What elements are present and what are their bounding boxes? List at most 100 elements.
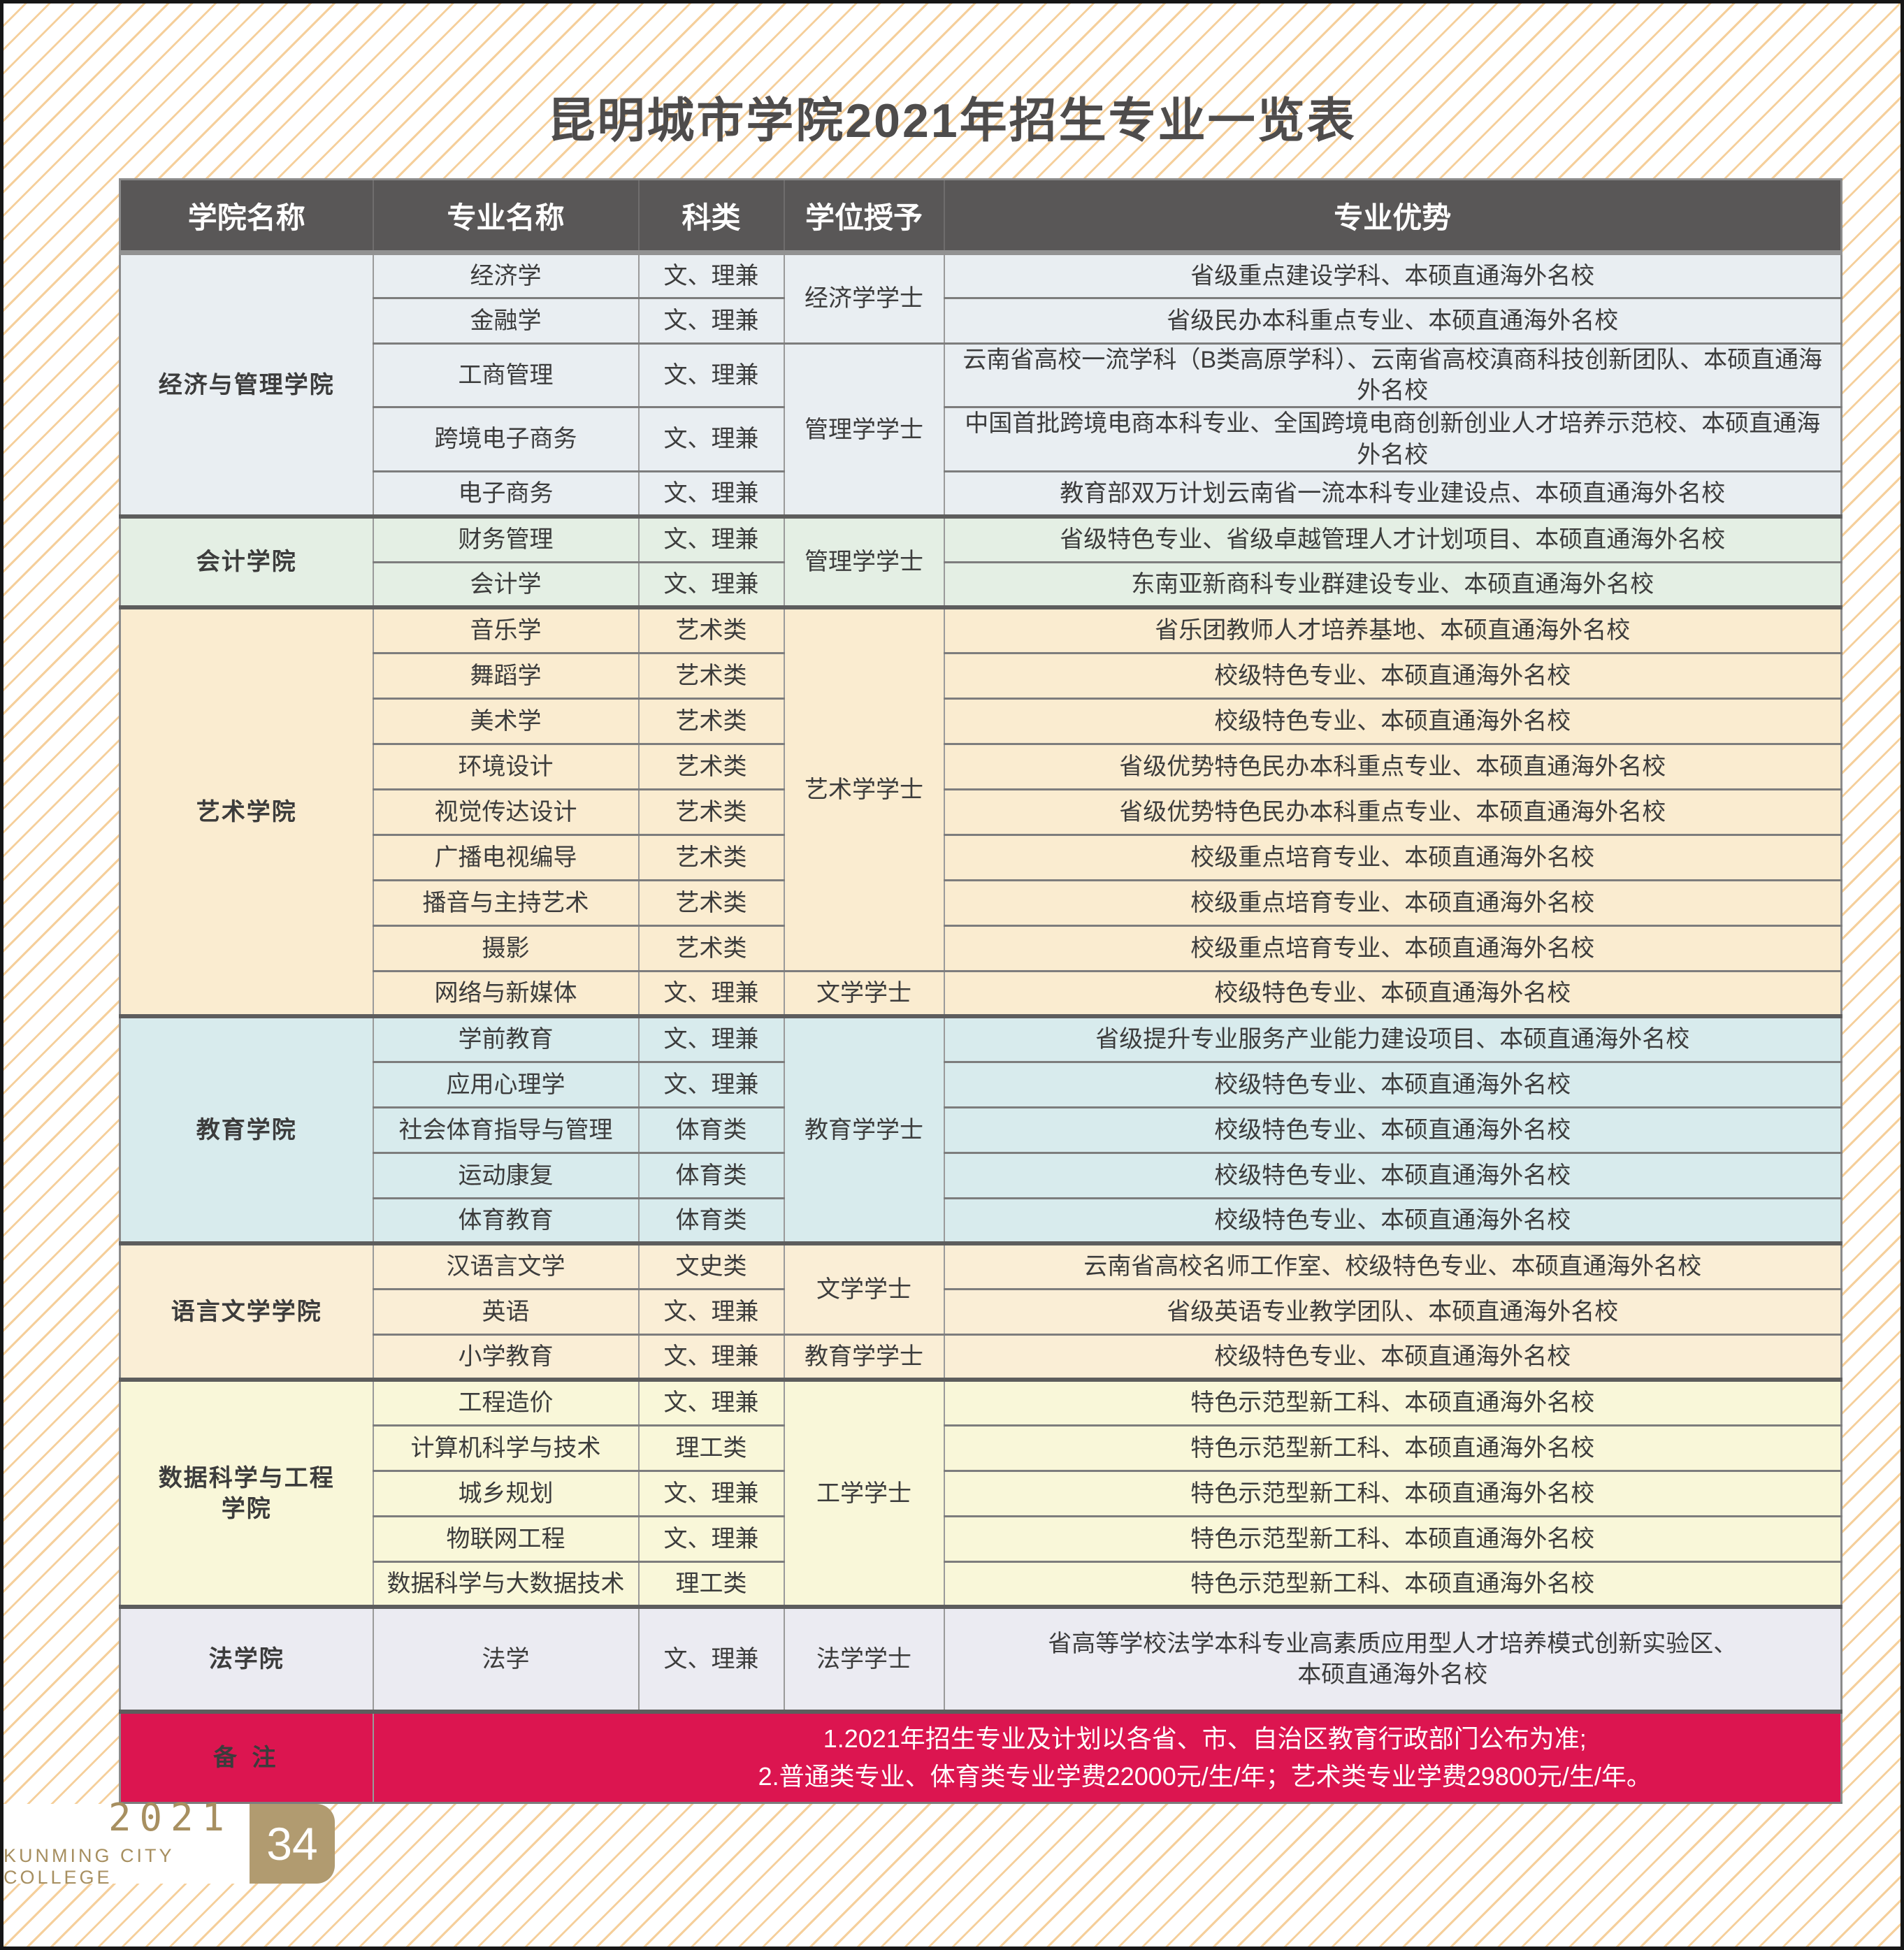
note-text-cell: 1.2021年招生专业及计划以各省、市、自治区教育行政部门公布为准; 2.普通类… xyxy=(372,1710,1842,1804)
advantage-cell: 特色示范型新工科、本硕直通海外名校 xyxy=(943,1560,1842,1608)
category-cell: 艺术类 xyxy=(637,651,785,700)
major-cell: 摄影 xyxy=(372,924,640,972)
advantage-cell: 校级特色专业、本硕直通海外名校 xyxy=(943,1333,1842,1381)
advantage-cell: 校级特色专业、本硕直通海外名校 xyxy=(943,1106,1842,1154)
category-cell: 艺术类 xyxy=(637,833,785,881)
column-header-major: 专业名称 xyxy=(372,179,639,255)
major-cell: 运动康复 xyxy=(372,1151,640,1199)
degree-cell: 教育学学士 xyxy=(783,1333,945,1381)
major-cell: 英语 xyxy=(372,1287,640,1336)
category-cell: 体育类 xyxy=(637,1197,785,1245)
major-cell: 播音与主持艺术 xyxy=(372,879,640,927)
advantage-cell: 校级特色专业、本硕直通海外名校 xyxy=(943,1197,1842,1245)
footer-college-name: KUNMING CITY COLLEGE xyxy=(3,1845,175,1888)
advantage-cell: 校级特色专业、本硕直通海外名校 xyxy=(943,1151,1842,1199)
advantage-cell: 东南亚新商科专业群建设专业、本硕直通海外名校 xyxy=(943,561,1842,609)
advantage-cell: 中国首批跨境电商本科专业、全国跨境电商创新创业人才培养示范校、本硕直通海外名校 xyxy=(943,406,1842,472)
major-cell: 汉语言文学 xyxy=(372,1241,640,1290)
footer-year: 2021 xyxy=(108,1796,233,1840)
note-label-cell: 备 注 xyxy=(119,1710,374,1804)
category-cell: 理工类 xyxy=(637,1424,785,1472)
category-cell: 文、理兼 xyxy=(637,1469,785,1517)
table-row: 计算机科学与技术 理工类 特色示范型新工科、本硕直通海外名校 xyxy=(120,1424,1842,1472)
table-header-row: 学院名称 专业名称 科类 学位授予 专业优势 xyxy=(120,179,1842,255)
advantage-cell: 校级特色专业、本硕直通海外名校 xyxy=(943,651,1842,700)
major-cell: 舞蹈学 xyxy=(372,651,640,700)
table-row: 物联网工程 文、理兼 特色示范型新工科、本硕直通海外名校 xyxy=(120,1515,1842,1563)
table-row: 经济与管理学院 经济学 文、理兼 经济学学士 省级重点建设学科、本硕直通海外名校 xyxy=(119,250,1842,518)
column-header-college: 学院名称 xyxy=(120,179,373,255)
major-cell: 工商管理 xyxy=(372,342,640,409)
table-row: 广播电视编导 艺术类 校级重点培育专业、本硕直通海外名校 xyxy=(120,833,1842,881)
advantage-cell: 云南省高校名师工作室、校级特色专业、本硕直通海外名校 xyxy=(943,1241,1842,1290)
category-cell: 文、理兼 xyxy=(637,1287,785,1336)
category-cell: 文、理兼 xyxy=(637,1060,785,1108)
advantage-cell: 校级重点培育专业、本硕直通海外名校 xyxy=(943,879,1842,927)
table-row: 小学教育 文、理兼 教育学学士 校级特色专业、本硕直通海外名校 xyxy=(120,1333,1842,1381)
college-name-cell: 会计学院 xyxy=(119,514,374,609)
category-cell: 艺术类 xyxy=(637,742,785,790)
degree-cell: 法学学士 xyxy=(783,1605,945,1713)
page-number: 34 xyxy=(266,1818,318,1870)
category-cell: 文、理兼 xyxy=(637,250,785,299)
category-cell: 艺术类 xyxy=(637,605,785,654)
table-row: 网络与新媒体 文、理兼 文学学士 校级特色专业、本硕直通海外名校 xyxy=(120,969,1842,1018)
degree-cell: 教育学学士 xyxy=(783,1014,945,1245)
advantage-cell: 省级提升专业服务产业能力建设项目、本硕直通海外名校 xyxy=(943,1014,1842,1063)
major-cell: 金融学 xyxy=(372,297,640,345)
category-cell: 文、理兼 xyxy=(637,297,785,345)
table-row: 视觉传达设计 艺术类 省级优势特色民办本科重点专业、本硕直通海外名校 xyxy=(120,788,1842,836)
table-row: 会计学 文、理兼 东南亚新商科专业群建设专业、本硕直通海外名校 xyxy=(120,561,1842,609)
table-row: 社会体育指导与管理 体育类 校级特色专业、本硕直通海外名校 xyxy=(120,1106,1842,1154)
major-cell: 环境设计 xyxy=(372,742,640,790)
table-row: 运动康复 体育类 校级特色专业、本硕直通海外名校 xyxy=(120,1151,1842,1199)
college-name-cell: 教育学院 xyxy=(119,1014,374,1245)
major-cell: 电子商务 xyxy=(372,470,640,518)
major-cell: 财务管理 xyxy=(372,514,640,563)
advantage-cell: 省乐团教师人才培养基地、本硕直通海外名校 xyxy=(943,605,1842,654)
college-name-cell: 艺术学院 xyxy=(119,605,374,1018)
table-row: 电子商务 文、理兼 教育部双万计划云南省一流本科专业建设点、本硕直通海外名校 xyxy=(120,470,1842,518)
category-cell: 理工类 xyxy=(637,1560,785,1608)
table-row: 环境设计 艺术类 省级优势特色民办本科重点专业、本硕直通海外名校 xyxy=(120,742,1842,790)
table-row: 艺术学院 音乐学 艺术类 艺术学学士 省乐团教师人才培养基地、本硕直通海外名校 xyxy=(119,605,1842,1018)
advantage-cell: 校级重点培育专业、本硕直通海外名校 xyxy=(943,833,1842,881)
table-row: 数据科学与工程 学院 工程造价 文、理兼 工学学士 特色示范型新工科、本硕直通海外名校 xyxy=(119,1378,1842,1608)
category-cell: 文、理兼 xyxy=(637,1014,785,1063)
degree-cell: 管理学学士 xyxy=(783,342,945,518)
category-cell: 艺术类 xyxy=(637,697,785,745)
advantage-cell: 教育部双万计划云南省一流本科专业建设点、本硕直通海外名校 xyxy=(943,470,1842,518)
advantage-cell: 省级优势特色民办本科重点专业、本硕直通海外名校 xyxy=(943,742,1842,790)
column-header-advantage: 专业优势 xyxy=(943,179,1842,255)
note-line: 1.2021年招生专业及计划以各省、市、自治区教育行政部门公布为准; xyxy=(823,1724,1587,1753)
table-row: 法学院 法学 文、理兼 法学学士 省高等学校法学本科专业高素质应用型人才培养模式创新实验… xyxy=(119,1605,1842,1713)
major-cell: 法学 xyxy=(372,1605,640,1713)
category-cell: 艺术类 xyxy=(637,924,785,972)
degree-cell: 管理学学士 xyxy=(783,514,945,609)
table-row: 工商管理 文、理兼 管理学学士 云南省高校一流学科（B类高原学科）、云南省高校滇商科技… xyxy=(120,342,1842,518)
table-row: 数据科学与大数据技术 理工类 特色示范型新工科、本硕直通海外名校 xyxy=(120,1560,1842,1608)
table-row: 摄影 艺术类 校级重点培育专业、本硕直通海外名校 xyxy=(120,924,1842,972)
major-cell: 跨境电子商务 xyxy=(372,406,640,472)
category-cell: 体育类 xyxy=(637,1151,785,1199)
table-row: 金融学 文、理兼 省级民办本科重点专业、本硕直通海外名校 xyxy=(120,297,1842,345)
degree-cell: 文学学士 xyxy=(783,1241,945,1336)
advantage-cell: 特色示范型新工科、本硕直通海外名校 xyxy=(943,1424,1842,1472)
advantage-cell: 校级重点培育专业、本硕直通海外名校 xyxy=(943,924,1842,972)
category-cell: 文史类 xyxy=(637,1241,785,1290)
major-cell: 城乡规划 xyxy=(372,1469,640,1517)
table-row: 教育学院 学前教育 文、理兼 教育学学士 省级提升专业服务产业能力建设项目、本硕直通海外… xyxy=(119,1014,1842,1245)
advantage-cell: 省级特色专业、省级卓越管理人才计划项目、本硕直通海外名校 xyxy=(943,514,1842,563)
degree-cell: 经济学学士 xyxy=(783,250,945,345)
category-cell: 体育类 xyxy=(637,1106,785,1154)
category-cell: 文、理兼 xyxy=(637,406,785,472)
advantage-cell: 校级特色专业、本硕直通海外名校 xyxy=(943,969,1842,1018)
major-cell: 视觉传达设计 xyxy=(372,788,640,836)
major-cell: 体育教育 xyxy=(372,1197,640,1245)
major-cell: 物联网工程 xyxy=(372,1515,640,1563)
advantage-cell: 特色示范型新工科、本硕直通海外名校 xyxy=(943,1378,1842,1427)
college-name-cell: 法学院 xyxy=(119,1605,374,1713)
major-cell: 社会体育指导与管理 xyxy=(372,1106,640,1154)
category-cell: 文、理兼 xyxy=(637,1605,785,1713)
